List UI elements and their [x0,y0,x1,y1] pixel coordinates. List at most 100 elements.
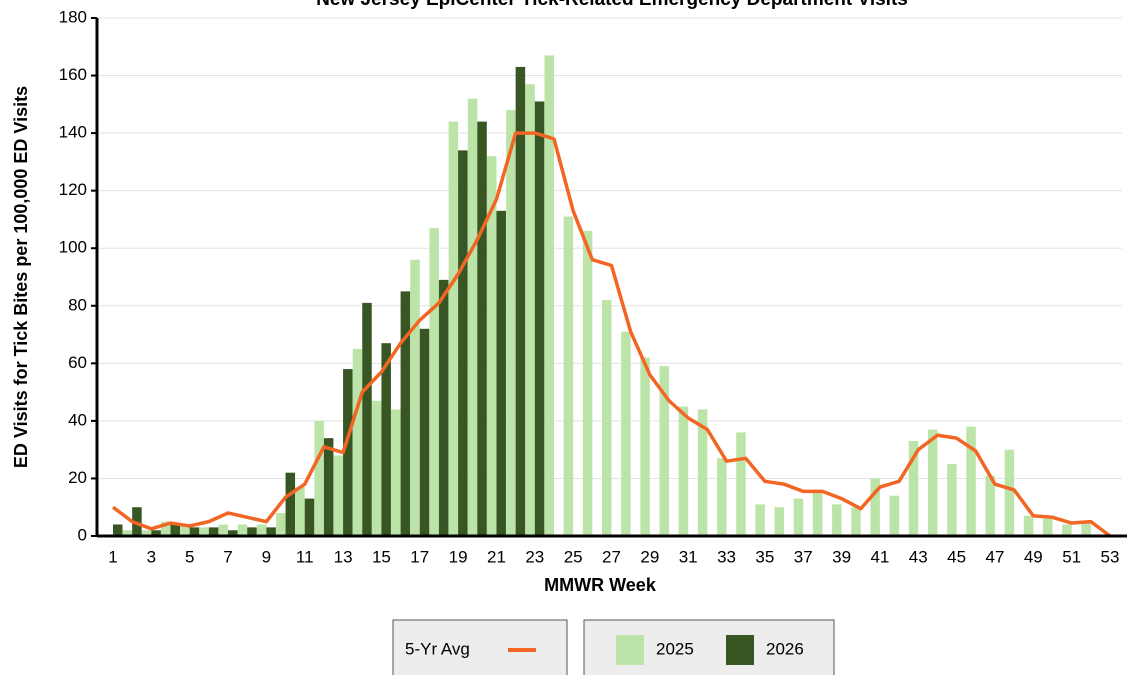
bar [582,230,593,536]
x-tick-label: 45 [947,547,966,566]
bar [218,524,229,536]
y-tick-label: 140 [59,123,87,142]
y-tick-label: 160 [59,65,87,84]
bar [496,210,506,537]
bar [151,530,161,536]
bar [304,498,315,536]
bar [256,524,267,536]
line [111,131,1112,538]
bar [544,55,554,537]
bar [602,300,612,536]
x-tick-label: 21 [487,547,506,566]
bar [362,302,372,536]
y-tick-label: 0 [78,525,87,544]
bar [927,429,938,536]
bar [534,101,545,536]
bar [352,348,363,536]
x-tick-label: 47 [986,547,1005,566]
bar [113,524,123,536]
y-tick-label: 60 [68,353,87,372]
marks [111,55,1112,538]
bar [391,409,401,536]
bar [659,366,670,536]
bar [640,357,650,536]
bar [429,228,439,537]
bar [180,524,190,536]
bar [736,432,746,536]
x-tick-label: 49 [1024,547,1043,566]
bar [189,527,200,536]
bar [793,498,804,536]
bar [889,495,900,536]
bar [333,455,344,536]
bar [266,527,276,536]
x-tick-label: 51 [1062,547,1081,566]
x-tick-label: 23 [525,547,544,566]
bar [1004,449,1015,536]
bar [410,259,420,536]
bar [458,150,468,536]
bar [755,504,765,536]
bar [295,487,305,536]
legend-label: 2026 [766,639,804,658]
bar [486,156,497,536]
bar [851,507,861,536]
bar [697,409,708,536]
bar [314,420,324,536]
bar [563,216,574,537]
bar [870,478,880,536]
legend-swatch [726,635,754,665]
y-tick-label: 40 [68,410,87,429]
bar [285,472,296,536]
bar [199,527,209,536]
x-tick-label: 37 [794,547,813,566]
x-tick-label: 43 [909,547,928,566]
bar [832,504,842,536]
bar [438,279,449,536]
y-axis-label: ED Visits for Tick Bites per 100,000 ED … [11,86,31,468]
bar [276,512,286,536]
legend-label: 5-Yr Avg [405,639,470,658]
y-tick-label: 120 [59,180,87,199]
bar [985,475,995,536]
legend-label: 2025 [656,639,694,658]
x-tick-label: 1 [108,547,117,566]
bar [908,441,919,536]
x-tick-label: 13 [334,547,353,566]
bar [141,530,152,536]
bar [678,406,689,536]
bar [170,524,181,536]
bar [525,84,535,536]
x-tick-label: 7 [223,547,232,566]
y-tick-label: 20 [68,468,87,487]
x-tick-label: 25 [564,547,583,566]
bar [371,400,382,536]
bar [467,98,478,537]
bar [812,492,823,536]
y-tick-label: 80 [68,295,87,314]
bar [477,121,487,536]
bar [621,331,631,536]
bar [1081,521,1091,536]
chart-title: New Jersey EpiCenter Tick-Related Emerge… [316,0,908,10]
x-tick-label: 31 [679,547,698,566]
bar [1023,515,1034,536]
bar [947,464,957,536]
x-tick-label: 11 [296,547,314,566]
x-tick-label: 29 [640,547,659,566]
x-tick-label: 27 [602,547,621,566]
bar [228,530,238,536]
x-tick-label: 41 [870,547,889,566]
x-tick-label: 15 [372,547,391,566]
y-tick-label: 180 [59,7,87,26]
bar [506,110,516,536]
x-tick-label: 53 [1101,547,1120,566]
bar [774,507,785,536]
bar [122,530,133,536]
x-tick-label: 19 [449,547,468,566]
legend-box [392,619,568,675]
y-tick-label: 100 [59,238,87,257]
x-tick-label: 9 [262,547,271,566]
